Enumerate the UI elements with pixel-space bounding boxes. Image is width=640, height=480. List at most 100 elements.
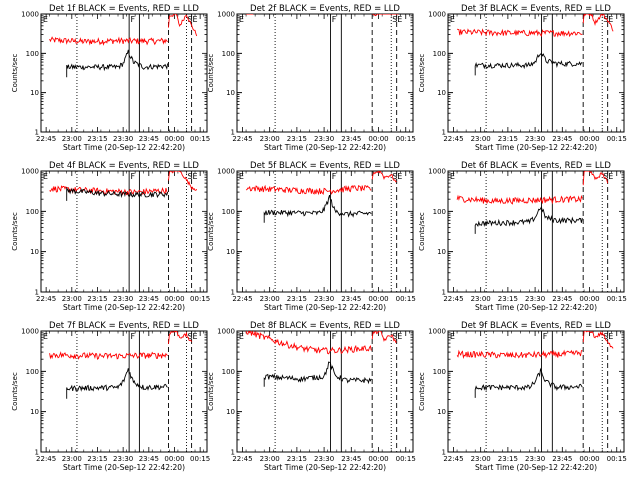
- y-tick-label: 1000: [217, 168, 235, 176]
- x-tick-label: 00:00: [164, 455, 184, 463]
- marker-letter-e: E: [450, 172, 455, 181]
- y-tick-label: 1: [442, 449, 446, 457]
- x-tick-label: 22:45: [36, 295, 56, 303]
- x-tick-label: 00:00: [368, 455, 388, 463]
- plot-frame: [40, 13, 208, 133]
- lld-series-line: [245, 331, 372, 355]
- panel-8: Det 8f BLACK = Events, RED = LLD 1 10 100 10…: [207, 321, 416, 472]
- x-axis-label: Start Time (20-Sep-12 22:42:20): [63, 143, 185, 152]
- panel-5: Det 5f BLACK = Events, RED = LLD 1 10 100 10…: [207, 161, 416, 312]
- x-tick-label: 00:15: [190, 295, 210, 303]
- y-tick-label: 10: [226, 248, 235, 256]
- plot-frame: [236, 170, 414, 293]
- plot-frame: [40, 170, 208, 293]
- x-tick-label: 00:00: [164, 135, 184, 143]
- marker-letter-e: E: [239, 332, 244, 341]
- events-series-line: [474, 52, 583, 76]
- x-tick-label: 00:15: [396, 135, 416, 143]
- lld-series-line: [457, 28, 583, 38]
- events-series-line: [66, 49, 169, 78]
- marker-letter-f: F: [332, 172, 337, 181]
- events-series-line: [263, 361, 372, 387]
- x-tick-label: 22:45: [232, 455, 252, 463]
- x-tick-label: 22:45: [36, 135, 56, 143]
- x-tick-label: 22:45: [443, 135, 463, 143]
- panel-title: Det 9f BLACK = Events, RED = LLD: [461, 321, 611, 331]
- y-tick-label: 10: [30, 248, 39, 256]
- x-tick-label: 23:30: [113, 295, 133, 303]
- panel-9: Det 9f BLACK = Events, RED = LLD 1 10 100 10…: [418, 321, 627, 472]
- marker-letter-se: SE: [603, 172, 613, 181]
- y-tick-label: 1: [442, 129, 446, 137]
- x-axis-label: Start Time (20-Sep-12 22:42:20): [475, 143, 597, 152]
- y-tick-label: 100: [433, 50, 446, 58]
- events-series-line: [66, 186, 169, 201]
- y-tick-label: 10: [30, 89, 39, 97]
- x-tick-label: 23:45: [341, 295, 361, 303]
- x-tick-label: 23:45: [139, 295, 159, 303]
- x-tick-label: 23:00: [62, 455, 82, 463]
- y-tick-label: 100: [26, 368, 39, 376]
- marker-letter-f: F: [130, 332, 135, 341]
- y-tick-label: 1000: [217, 11, 235, 19]
- marker-letter-f: F: [130, 172, 135, 181]
- panel-title: Det 7f BLACK = Events, RED = LLD: [49, 321, 199, 331]
- x-tick-label: 23:45: [552, 135, 572, 143]
- y-tick-label: 100: [26, 50, 39, 58]
- y-axis-label: Counts/sec: [207, 372, 215, 411]
- x-tick-label: 23:15: [498, 295, 518, 303]
- x-tick-label: 23:00: [471, 455, 491, 463]
- x-tick-label: 23:45: [552, 295, 572, 303]
- y-tick-label: 1000: [21, 11, 39, 19]
- y-tick-label: 1: [231, 449, 235, 457]
- y-tick-label: 100: [26, 208, 39, 216]
- y-tick-label: 1000: [428, 168, 446, 176]
- marker-letter-se: SE: [187, 172, 197, 181]
- x-tick-label: 23:45: [341, 455, 361, 463]
- x-tick-label: 23:30: [525, 295, 545, 303]
- y-axis-label: Counts/sec: [11, 54, 19, 93]
- y-axis-label: Counts/sec: [418, 54, 426, 93]
- lld-series-line: [49, 185, 169, 196]
- x-tick-label: 23:00: [62, 295, 82, 303]
- y-tick-label: 1000: [217, 328, 235, 336]
- x-tick-label: 23:30: [525, 135, 545, 143]
- marker-letter-e: E: [43, 332, 48, 341]
- y-tick-label: 1: [231, 289, 235, 297]
- x-tick-label: 00:00: [579, 295, 599, 303]
- marker-letter-se: SE: [392, 15, 402, 24]
- lld-series-line: [456, 194, 583, 205]
- x-tick-label: 22:45: [232, 135, 252, 143]
- plot-frame: [447, 13, 625, 133]
- x-tick-label: 23:15: [87, 135, 107, 143]
- x-tick-label: 23:15: [498, 135, 518, 143]
- marker-letter-se: SE: [392, 172, 402, 181]
- y-axis-label: Counts/sec: [418, 212, 426, 251]
- x-tick-label: 00:15: [396, 295, 416, 303]
- x-axis-label: Start Time (20-Sep-12 22:42:20): [264, 303, 386, 312]
- x-tick-label: 23:00: [260, 135, 280, 143]
- x-tick-label: 23:30: [113, 135, 133, 143]
- x-tick-label: 23:00: [471, 295, 491, 303]
- panel-1: Det 1f BLACK = Events, RED = LLD 1 10 100 10…: [11, 4, 210, 152]
- lld-series-line: [245, 184, 372, 196]
- y-axis-label: Counts/sec: [11, 212, 19, 251]
- plot-frame: [236, 13, 414, 133]
- y-tick-label: 10: [437, 89, 446, 97]
- lld-series-line: [456, 349, 583, 360]
- marker-letter-e: E: [43, 15, 48, 24]
- x-tick-label: 00:15: [190, 455, 210, 463]
- y-axis-label: Counts/sec: [207, 212, 215, 251]
- y-tick-label: 1: [231, 129, 235, 137]
- x-tick-label: 00:00: [164, 295, 184, 303]
- x-tick-label: 23:45: [139, 135, 159, 143]
- x-tick-label: 23:15: [87, 295, 107, 303]
- x-tick-label: 23:15: [498, 455, 518, 463]
- x-axis-label: Start Time (20-Sep-12 22:42:20): [63, 463, 185, 472]
- y-tick-label: 1: [35, 449, 39, 457]
- y-tick-label: 10: [30, 408, 39, 416]
- plot-frame: [447, 330, 625, 453]
- lld-tail-line: [371, 331, 397, 343]
- events-series-line: [474, 367, 583, 398]
